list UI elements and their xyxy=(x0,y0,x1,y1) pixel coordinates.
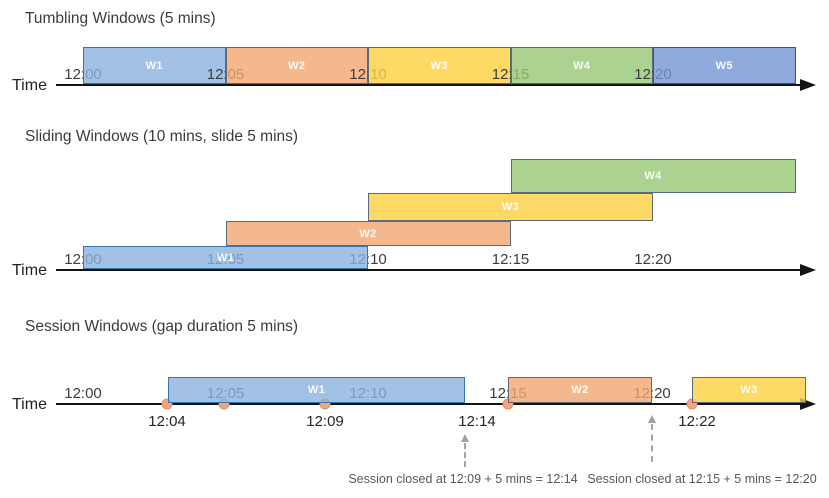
session-closed-note: Session closed at 12:15 + 5 mins = 12:20 xyxy=(587,472,817,486)
tick-label: 12:15 xyxy=(491,251,530,268)
window-w1: W1 xyxy=(168,377,465,403)
event-time-label: 12:04 xyxy=(148,413,186,430)
window-w2: W2 xyxy=(225,47,368,84)
window-w1: W1 xyxy=(83,47,226,84)
window-label: W5 xyxy=(715,59,733,72)
window-label: W2 xyxy=(571,384,589,396)
window-w5: W5 xyxy=(653,47,796,84)
window-w3: W3 xyxy=(368,193,653,221)
window-w2: W2 xyxy=(508,377,652,403)
session-closed-note: Session closed at 12:09 + 5 mins = 12:14 xyxy=(348,472,578,486)
time-axis-label: Time xyxy=(12,262,47,279)
dashed-connector xyxy=(651,424,653,462)
time-axis xyxy=(56,403,800,405)
up-arrow-icon xyxy=(461,434,469,442)
window-label: W1 xyxy=(307,384,326,396)
tick-label: 12:00 xyxy=(64,385,102,402)
time-axis xyxy=(56,84,800,86)
window-w3: W3 xyxy=(368,47,511,84)
window-label: W2 xyxy=(288,59,306,72)
window-label: W1 xyxy=(216,251,235,264)
window-label: W2 xyxy=(359,227,377,240)
window-label: W3 xyxy=(740,384,758,396)
section-title-sliding: Sliding Windows (10 mins, slide 5 mins) xyxy=(25,128,299,145)
window-w1: W1 xyxy=(83,246,368,269)
window-w2: W2 xyxy=(225,221,511,246)
section-title-tumbling: Tumbling Windows (5 mins) xyxy=(25,10,216,27)
tick-label: 12:20 xyxy=(634,251,672,268)
time-axis-label: Time xyxy=(12,396,47,413)
window-w4: W4 xyxy=(510,47,653,84)
up-arrow-icon xyxy=(648,415,656,423)
time-axis xyxy=(56,269,800,271)
event-time-label: 12:14 xyxy=(458,413,496,430)
event-time-label: 12:09 xyxy=(306,413,344,430)
event-time-label: 12:22 xyxy=(678,413,716,430)
window-w4: W4 xyxy=(510,159,796,193)
window-label: W3 xyxy=(430,59,448,72)
window-label: W4 xyxy=(644,170,662,182)
window-label: W4 xyxy=(573,59,591,72)
axis-arrowhead-icon xyxy=(800,79,816,91)
window-label: W3 xyxy=(501,201,520,213)
time-axis-label: Time xyxy=(12,77,47,94)
dashed-connector xyxy=(464,443,466,467)
window-label: W1 xyxy=(145,59,163,72)
section-title-session: Session Windows (gap duration 5 mins) xyxy=(25,318,299,335)
window-w3: W3 xyxy=(692,377,806,403)
event-dot xyxy=(161,398,173,410)
axis-arrowhead-icon xyxy=(800,264,816,276)
